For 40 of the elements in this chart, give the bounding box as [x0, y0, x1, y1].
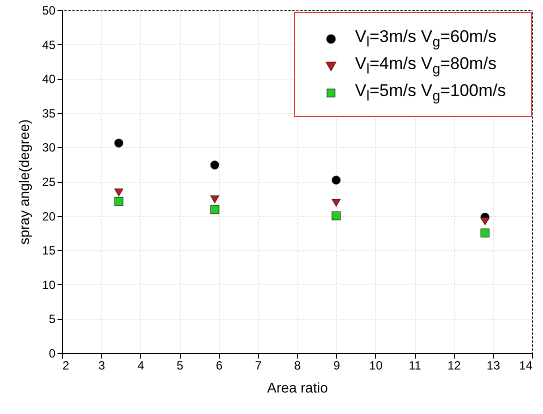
point [114, 138, 124, 148]
point [480, 228, 490, 238]
point [210, 205, 220, 214]
legend-label: V$_{l}$=3m/s V$_{g}$=60m/s [355, 26, 496, 50]
y-axis-title: spray angle(degree) [16, 119, 32, 245]
point [332, 198, 341, 207]
y-tick-label: 35 [42, 106, 56, 120]
x-tick-label: 14 [519, 358, 533, 372]
y-tick-label: 30 [42, 140, 56, 155]
y-tick-label: 10 [42, 278, 56, 292]
point [332, 176, 341, 185]
y-tick-label: 40 [42, 72, 56, 86]
x-tick-label: 10 [369, 358, 383, 372]
y-tick-label: 45 [42, 38, 56, 52]
x-tick-label: 8 [294, 358, 302, 372]
x-axis-title: Area ratio [267, 380, 328, 396]
y-tick-label: 0 [48, 346, 56, 360]
legend-label: V$_{l}$=4m/s V$_{g}$=80m/s [355, 54, 496, 78]
y-tick-label: 20 [42, 209, 56, 224]
x-tick-label: 12 [447, 358, 462, 372]
x-tick-label: 5 [176, 358, 184, 372]
point [114, 196, 124, 206]
y-tick-label: 5 [48, 312, 56, 326]
x-tick-label: 13 [486, 358, 500, 372]
x-tick-label: 9 [333, 358, 340, 372]
y-tick-label: 50 [42, 4, 56, 18]
point [332, 211, 341, 220]
y-tick-label: 15 [42, 244, 56, 258]
x-tick-label: 6 [216, 358, 223, 372]
legend-label: V$_{l}$=5m/s V$_{g}$=100m/s [355, 80, 506, 104]
x-tick-label: 11 [408, 358, 422, 372]
point [480, 217, 490, 226]
y-tick-label: 25 [42, 175, 56, 189]
x-tick-label: 4 [137, 358, 144, 372]
point [114, 188, 124, 196]
x-tick-label: 3 [98, 358, 106, 372]
point [210, 195, 220, 204]
x-tick-label: 2 [62, 358, 70, 372]
point [210, 160, 220, 170]
x-tick-label: 7 [254, 358, 262, 372]
